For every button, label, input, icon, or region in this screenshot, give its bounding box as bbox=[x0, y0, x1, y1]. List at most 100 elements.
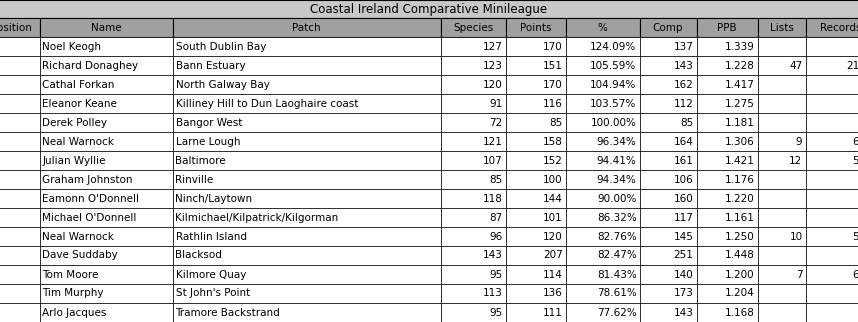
Bar bbox=[697, 113, 758, 132]
Bar bbox=[697, 303, 758, 322]
Bar bbox=[172, 113, 440, 132]
Text: 121: 121 bbox=[482, 137, 503, 147]
Bar bbox=[697, 189, 758, 208]
Text: 596: 596 bbox=[853, 156, 858, 166]
Bar bbox=[565, 132, 639, 151]
Text: 161: 161 bbox=[674, 156, 693, 166]
Bar bbox=[505, 75, 565, 94]
Bar bbox=[39, 246, 172, 265]
Text: 1.176: 1.176 bbox=[725, 175, 754, 185]
Bar bbox=[39, 189, 172, 208]
Bar bbox=[440, 303, 505, 322]
Text: 72: 72 bbox=[489, 118, 503, 128]
Bar bbox=[39, 56, 172, 75]
Bar bbox=[39, 37, 172, 56]
Text: 634: 634 bbox=[853, 137, 858, 147]
Text: 90.00%: 90.00% bbox=[597, 194, 637, 204]
Text: 101: 101 bbox=[543, 213, 563, 223]
Text: 143: 143 bbox=[674, 61, 693, 71]
Text: 160: 160 bbox=[674, 194, 693, 204]
Text: Species: Species bbox=[453, 23, 493, 33]
Text: Larne Lough: Larne Lough bbox=[176, 137, 240, 147]
Bar bbox=[440, 284, 505, 303]
Text: Neal Warnock: Neal Warnock bbox=[43, 232, 114, 242]
Bar bbox=[806, 113, 858, 132]
Bar bbox=[39, 284, 172, 303]
Bar bbox=[758, 18, 806, 37]
Text: 164: 164 bbox=[674, 137, 693, 147]
Text: Derek Polley: Derek Polley bbox=[43, 118, 107, 128]
Text: 103.57%: 103.57% bbox=[590, 99, 637, 109]
Bar bbox=[39, 132, 172, 151]
Text: 1.200: 1.200 bbox=[725, 270, 754, 279]
Bar bbox=[440, 37, 505, 56]
Bar bbox=[697, 265, 758, 284]
Bar bbox=[0, 37, 39, 56]
Text: PPB: PPB bbox=[717, 23, 737, 33]
Text: 1.168: 1.168 bbox=[725, 308, 754, 317]
Bar bbox=[505, 132, 565, 151]
Bar bbox=[639, 265, 697, 284]
Bar bbox=[697, 18, 758, 37]
Bar bbox=[505, 170, 565, 189]
Text: 85: 85 bbox=[489, 175, 503, 185]
Bar bbox=[806, 56, 858, 75]
Bar bbox=[172, 37, 440, 56]
Bar bbox=[806, 208, 858, 227]
Text: Lists: Lists bbox=[770, 23, 794, 33]
Bar bbox=[172, 18, 440, 37]
Bar bbox=[806, 227, 858, 246]
Bar bbox=[806, 37, 858, 56]
Bar bbox=[440, 189, 505, 208]
Text: 683: 683 bbox=[853, 270, 858, 279]
Bar bbox=[172, 170, 440, 189]
Text: 82.76%: 82.76% bbox=[597, 232, 637, 242]
Bar bbox=[806, 94, 858, 113]
Text: 173: 173 bbox=[674, 289, 693, 298]
Text: Richard Donaghey: Richard Donaghey bbox=[43, 61, 139, 71]
Text: Coastal Ireland Comparative Minileague: Coastal Ireland Comparative Minileague bbox=[311, 3, 547, 15]
Bar bbox=[565, 303, 639, 322]
Text: 78.61%: 78.61% bbox=[597, 289, 637, 298]
Text: 1.161: 1.161 bbox=[725, 213, 754, 223]
Bar bbox=[758, 189, 806, 208]
Text: Patch: Patch bbox=[293, 23, 321, 33]
Text: 114: 114 bbox=[542, 270, 563, 279]
Bar bbox=[0, 303, 39, 322]
Text: 136: 136 bbox=[542, 289, 563, 298]
Text: 158: 158 bbox=[542, 137, 563, 147]
Bar bbox=[39, 113, 172, 132]
Bar bbox=[697, 284, 758, 303]
Bar bbox=[440, 246, 505, 265]
Text: Kilmore Quay: Kilmore Quay bbox=[176, 270, 246, 279]
Bar bbox=[758, 208, 806, 227]
Text: Neal Warnock: Neal Warnock bbox=[43, 137, 114, 147]
Bar bbox=[0, 284, 39, 303]
Bar bbox=[39, 18, 172, 37]
Text: 1.339: 1.339 bbox=[725, 42, 754, 52]
Text: 144: 144 bbox=[542, 194, 563, 204]
Text: 127: 127 bbox=[482, 42, 503, 52]
Bar bbox=[505, 303, 565, 322]
Text: 1.275: 1.275 bbox=[725, 99, 754, 109]
Text: 1.417: 1.417 bbox=[725, 80, 754, 90]
Text: 95: 95 bbox=[489, 308, 503, 317]
Text: 124.09%: 124.09% bbox=[590, 42, 637, 52]
Text: 47: 47 bbox=[789, 61, 802, 71]
Bar bbox=[172, 246, 440, 265]
Bar bbox=[172, 151, 440, 170]
Text: 1.220: 1.220 bbox=[725, 194, 754, 204]
Text: St John's Point: St John's Point bbox=[176, 289, 250, 298]
Bar bbox=[565, 151, 639, 170]
Text: 12: 12 bbox=[789, 156, 802, 166]
Bar bbox=[758, 37, 806, 56]
Text: 118: 118 bbox=[482, 194, 503, 204]
Text: Bann Estuary: Bann Estuary bbox=[176, 61, 245, 71]
Bar bbox=[697, 170, 758, 189]
Text: 162: 162 bbox=[674, 80, 693, 90]
Bar bbox=[505, 284, 565, 303]
Text: 112: 112 bbox=[674, 99, 693, 109]
Bar bbox=[758, 265, 806, 284]
Text: Comp: Comp bbox=[653, 23, 683, 33]
Bar bbox=[505, 265, 565, 284]
